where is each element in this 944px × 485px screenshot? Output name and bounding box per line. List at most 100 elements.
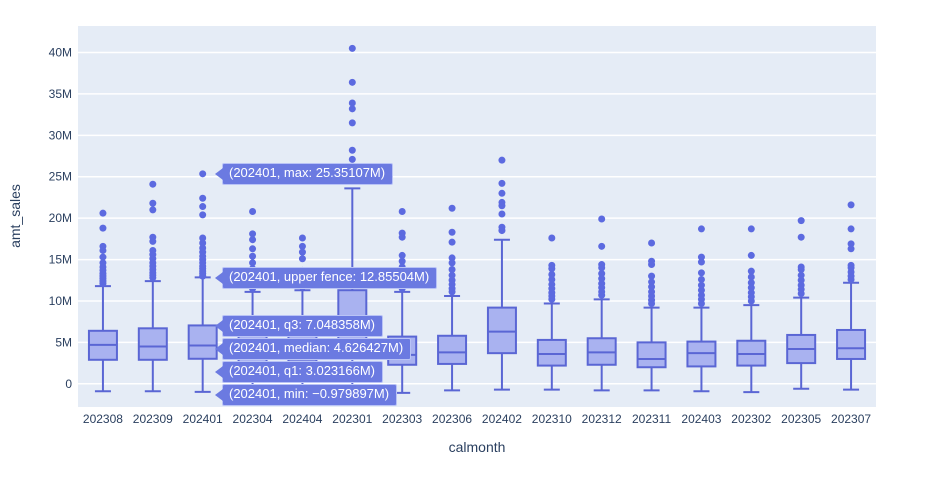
outlier-dot: [598, 242, 606, 250]
x-axis-ticks: 202308 202309 202401 202304 202404 202301 2023…: [83, 412, 871, 426]
outlier-dot: [797, 271, 805, 279]
y-tick-label: 35M: [49, 87, 72, 101]
outlier-dot: [548, 261, 556, 269]
outlier-dot: [249, 252, 257, 260]
iqr-box: [636, 341, 667, 369]
outlier-dot: [398, 251, 406, 259]
outlier-dot: [149, 246, 157, 254]
outlier-dot: [648, 239, 656, 247]
outlier-dot: [199, 170, 207, 178]
outlier-dot: [747, 273, 755, 281]
outlier-dot: [448, 228, 456, 236]
box-202305[interactable]: [786, 217, 817, 390]
outlier-dot: [498, 223, 506, 231]
box-202308[interactable]: [87, 209, 118, 393]
outlier-dot: [298, 255, 306, 263]
x-tick-label: 202308: [83, 412, 123, 426]
x-tick-label: 202301: [332, 412, 372, 426]
y-axis-ticks: 0 5M 10M 15M 20M 25M 30M 35M 40M: [49, 46, 73, 391]
outlier-dot: [249, 236, 257, 244]
y-tick-label: 0: [65, 377, 72, 391]
outlier-dot: [398, 208, 406, 216]
outlier-dot: [498, 179, 506, 187]
x-tick-label: 202401: [183, 412, 223, 426]
outlier-dot: [847, 245, 855, 253]
y-tick-label: 25M: [49, 170, 72, 184]
outlier-dot: [598, 270, 606, 278]
box-202310[interactable]: [536, 234, 567, 391]
box-202311[interactable]: [636, 239, 667, 392]
outlier-dot: [348, 44, 356, 52]
outlier-dot: [797, 281, 805, 289]
outlier-dot: [648, 278, 656, 286]
box-202302[interactable]: [736, 225, 767, 394]
box-202309[interactable]: [137, 180, 168, 393]
outlier-dot: [548, 234, 556, 242]
box-202403[interactable]: [686, 225, 717, 393]
outlier-dot: [348, 99, 356, 107]
outlier-dot: [548, 275, 556, 283]
outlier-dot: [448, 238, 456, 246]
outlier-dot: [249, 208, 257, 216]
outlier-dot: [747, 267, 755, 275]
outlier-dot: [498, 210, 506, 218]
box-202401[interactable]: [187, 170, 218, 393]
outlier-dot: [199, 211, 207, 219]
outlier-dot: [797, 276, 805, 284]
outlier-dot: [498, 189, 506, 197]
outlier-dot: [648, 283, 656, 291]
outlier-dot: [249, 259, 257, 267]
outlier-dot: [398, 257, 406, 265]
outlier-dot: [348, 105, 356, 113]
outlier-dot: [249, 230, 257, 238]
outlier-dot: [348, 155, 356, 163]
outlier-dot: [548, 270, 556, 278]
outlier-dot: [847, 225, 855, 233]
outlier-dot: [747, 279, 755, 287]
outlier-dot: [697, 269, 705, 277]
x-axis-title: calmonth: [449, 439, 506, 455]
outlier-dot: [498, 198, 506, 206]
outlier-dot: [648, 257, 656, 265]
iqr-box: [437, 334, 468, 365]
outlier-dot: [697, 258, 705, 266]
outlier-dot: [697, 275, 705, 283]
iqr-box: [137, 327, 168, 361]
outlier-dot: [99, 253, 107, 261]
outlier-dot: [498, 156, 506, 164]
outlier-dot: [398, 229, 406, 237]
outlier-dot: [697, 253, 705, 261]
y-tick-label: 20M: [49, 211, 72, 225]
x-tick-label: 202302: [731, 412, 771, 426]
outlier-dot: [797, 217, 805, 225]
outlier-dot: [747, 225, 755, 233]
outlier-dot: [298, 266, 306, 274]
outlier-dot: [99, 209, 107, 217]
outlier-dot: [149, 233, 157, 241]
outlier-dot: [199, 239, 207, 247]
outlier-dot: [847, 201, 855, 209]
outlier-dot: [448, 259, 456, 267]
x-tick-label: 202404: [282, 412, 322, 426]
iqr-box: [486, 306, 517, 355]
outlier-dot: [199, 194, 207, 202]
outlier-dot: [448, 271, 456, 279]
outlier-dot: [598, 275, 606, 283]
outlier-dot: [149, 206, 157, 214]
x-tick-label: 202312: [582, 412, 622, 426]
outlier-dot: [348, 146, 356, 154]
x-tick-label: 202306: [432, 412, 472, 426]
outlier-dot: [199, 244, 207, 252]
outlier-dot: [149, 199, 157, 207]
outlier-dot: [797, 233, 805, 241]
y-axis-title: amt_sales: [7, 184, 23, 248]
box-202402[interactable]: [486, 156, 517, 391]
outlier-dot: [598, 280, 606, 288]
outlier-dot: [598, 261, 606, 269]
box-202307[interactable]: [836, 201, 867, 391]
outlier-dot: [448, 254, 456, 262]
outlier-dot: [348, 119, 356, 127]
box-202306[interactable]: [437, 204, 468, 392]
gridlines: [78, 51, 876, 385]
box-202312[interactable]: [586, 215, 617, 392]
